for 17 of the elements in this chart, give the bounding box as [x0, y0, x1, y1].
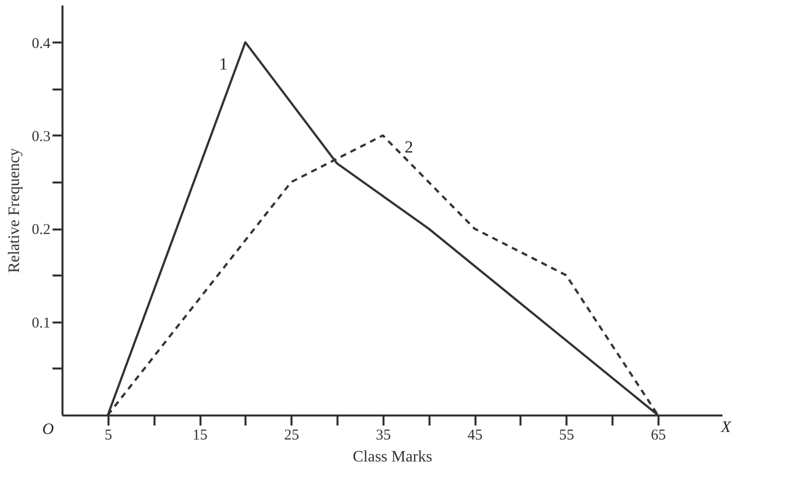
x-tick-label: 25 — [284, 428, 300, 444]
y-tick-label: 0.1 — [32, 315, 50, 332]
series-label: 1 — [219, 54, 228, 74]
series-label: 2 — [404, 137, 414, 156]
x-tick-label: 5 — [104, 428, 112, 444]
text: X — [720, 419, 732, 436]
y-axis-title: Relative Frequency — [6, 148, 23, 273]
x-tick-label: 55 — [559, 428, 574, 444]
x-tick-label: 45 — [468, 428, 482, 444]
x-tick-label: 65 — [650, 428, 666, 444]
x-tick-label: 35 — [376, 428, 391, 444]
y-tick-label: 0.2 — [32, 222, 50, 238]
text: O — [42, 421, 54, 438]
y-tick-label: 0.3 — [32, 128, 50, 145]
x-axis-title: Class Marks — [352, 448, 432, 466]
y-tick-label: 0.4 — [32, 36, 51, 52]
x-tick-label: 15 — [192, 428, 208, 444]
